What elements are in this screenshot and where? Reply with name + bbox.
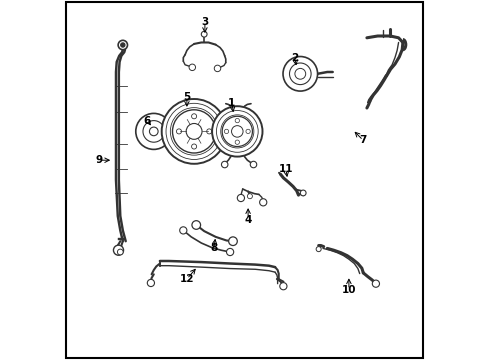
Circle shape bbox=[300, 190, 305, 196]
Circle shape bbox=[136, 113, 171, 149]
Circle shape bbox=[214, 65, 220, 72]
Circle shape bbox=[283, 57, 317, 91]
Circle shape bbox=[279, 283, 286, 290]
Circle shape bbox=[113, 245, 123, 255]
Circle shape bbox=[222, 116, 252, 147]
Circle shape bbox=[142, 121, 164, 142]
Text: 4: 4 bbox=[244, 215, 251, 225]
Circle shape bbox=[237, 194, 244, 202]
Circle shape bbox=[118, 40, 127, 50]
Text: 12: 12 bbox=[179, 274, 194, 284]
Circle shape bbox=[289, 63, 310, 85]
Text: 10: 10 bbox=[341, 285, 355, 295]
Text: 8: 8 bbox=[210, 243, 217, 253]
Text: 2: 2 bbox=[291, 53, 298, 63]
Circle shape bbox=[245, 129, 250, 134]
Circle shape bbox=[226, 248, 233, 256]
Circle shape bbox=[259, 199, 266, 206]
Circle shape bbox=[186, 123, 202, 139]
Text: 3: 3 bbox=[201, 17, 208, 27]
Circle shape bbox=[231, 126, 243, 137]
Text: 9: 9 bbox=[95, 155, 102, 165]
Text: 11: 11 bbox=[278, 164, 292, 174]
Text: 6: 6 bbox=[143, 116, 151, 126]
Circle shape bbox=[247, 194, 252, 199]
Circle shape bbox=[172, 110, 215, 153]
Circle shape bbox=[179, 227, 186, 234]
Circle shape bbox=[235, 140, 239, 144]
Circle shape bbox=[191, 114, 196, 119]
Circle shape bbox=[250, 161, 256, 168]
Circle shape bbox=[189, 64, 195, 71]
Circle shape bbox=[192, 221, 200, 229]
Circle shape bbox=[228, 237, 237, 246]
Circle shape bbox=[371, 280, 379, 287]
Text: 1: 1 bbox=[228, 98, 235, 108]
Circle shape bbox=[221, 161, 227, 168]
Circle shape bbox=[212, 106, 262, 157]
Circle shape bbox=[121, 43, 125, 47]
Circle shape bbox=[117, 249, 123, 255]
Text: 5: 5 bbox=[183, 92, 190, 102]
Text: 7: 7 bbox=[359, 135, 366, 145]
Circle shape bbox=[176, 129, 181, 134]
Circle shape bbox=[224, 129, 228, 134]
Circle shape bbox=[177, 129, 182, 134]
Circle shape bbox=[149, 127, 158, 136]
Circle shape bbox=[201, 31, 206, 37]
Circle shape bbox=[235, 118, 239, 123]
Circle shape bbox=[147, 279, 154, 287]
Circle shape bbox=[162, 99, 226, 164]
Circle shape bbox=[294, 68, 305, 79]
Circle shape bbox=[316, 247, 321, 252]
Circle shape bbox=[191, 144, 196, 149]
Circle shape bbox=[206, 129, 211, 134]
